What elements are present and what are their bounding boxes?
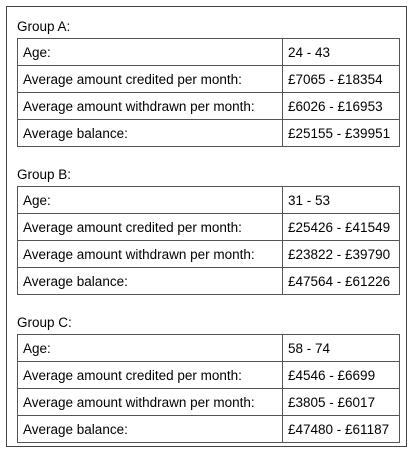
row-label: Average amount withdrawn per month: (17, 92, 283, 120)
table-row: Average amount withdrawn per month: £2382… (17, 240, 400, 268)
table-body: Age: 24 - 43 Average amount credited per m… (17, 38, 400, 147)
row-value: £4546 - £6699 (282, 361, 400, 389)
row-label: Average amount credited per month: (17, 65, 283, 93)
table-body: Age: 31 - 53 Average amount credited per m… (17, 186, 400, 295)
table-row: Age: 58 - 74 (17, 334, 400, 362)
table-row: Average amount credited per month: £7065 … (17, 65, 400, 93)
row-label: Average balance: (17, 267, 283, 295)
row-label: Average amount withdrawn per month: (17, 388, 283, 416)
row-value: 31 - 53 (282, 186, 400, 214)
group-title: Group A: (17, 19, 71, 34)
info-table: Age: 58 - 74 Average amount credited per m… (17, 334, 400, 443)
frame (6, 6, 407, 447)
group-title: Group B: (17, 167, 72, 182)
table-row: Average amount withdrawn per month: £3805… (17, 388, 400, 416)
table-row: Average amount credited per month: £25426… (17, 213, 400, 241)
row-value: £3805 - £6017 (282, 388, 400, 416)
row-value: £47564 - £61226 (282, 267, 400, 295)
table-row: Average amount withdrawn per month: £6026… (17, 92, 400, 120)
row-label: Average amount credited per month: (17, 213, 283, 241)
table-row: Age: 31 - 53 (17, 186, 400, 214)
row-value: £25155 - £39951 (282, 119, 400, 147)
table-row: Average balance: £25155 - £39951 (17, 119, 400, 147)
table-body: Age: 58 - 74 Average amount credited per m… (17, 334, 400, 443)
table-row: Age: 24 - 43 (17, 38, 400, 66)
row-label: Average amount credited per month: (17, 361, 283, 389)
group-title: Group C: (17, 315, 72, 330)
row-value: £7065 - £18354 (282, 65, 400, 93)
row-label: Age: (17, 334, 283, 362)
info-table: Age: 24 - 43 Average amount credited per m… (17, 38, 400, 147)
row-label: Average balance: (17, 415, 283, 443)
info-table: Age: 31 - 53 Average amount credited per m… (17, 186, 400, 295)
row-value: 58 - 74 (282, 334, 400, 362)
table-row: Average balance: £47564 - £61226 (17, 267, 400, 295)
table-row: Average amount credited per month: £4546 … (17, 361, 400, 389)
row-label: Age: (17, 38, 283, 66)
row-value: £25426 - £41549 (282, 213, 400, 241)
row-value: 24 - 43 (282, 38, 400, 66)
row-label: Age: (17, 186, 283, 214)
row-label: Average amount withdrawn per month: (17, 240, 283, 268)
row-label: Average balance: (17, 119, 283, 147)
row-value: £23822 - £39790 (282, 240, 400, 268)
row-value: £6026 - £16953 (282, 92, 400, 120)
row-value: £47480 - £61187 (282, 415, 400, 443)
table-row: Average balance: £47480 - £61187 (17, 415, 400, 443)
